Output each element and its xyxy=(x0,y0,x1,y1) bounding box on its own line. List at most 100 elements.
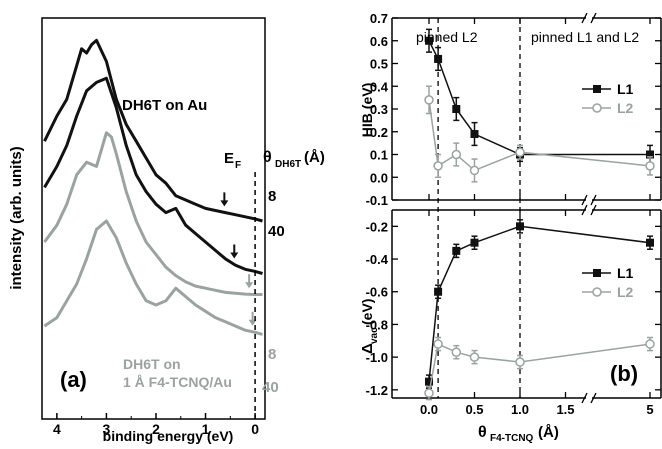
panel-b-bottom-series xyxy=(424,219,655,401)
legend-marker-l1 xyxy=(593,85,601,93)
data-point-l1 xyxy=(470,130,479,139)
axis-break-mark xyxy=(590,12,597,24)
svg-text:(Å): (Å) xyxy=(538,424,559,441)
delta-vac-y-tick-label: -0.4 xyxy=(366,252,389,267)
curve-label-au-8: 8 xyxy=(268,188,276,205)
curve-label-au-40: 40 xyxy=(268,223,285,240)
spectrum-curve xyxy=(43,131,263,296)
spectrum-curve xyxy=(43,38,263,223)
svg-text:(eV): (eV) xyxy=(359,299,375,325)
onset-arrow-head xyxy=(230,252,239,259)
legend-marker-l2 xyxy=(592,287,602,297)
legend-bottom-l1-label: L1 xyxy=(617,265,634,281)
panel-b-x-axis-label: θ F4-TCNQ (Å) xyxy=(478,424,559,444)
hib-y-tick-label: 0.0 xyxy=(370,170,388,185)
curve-label-f4-8: 8 xyxy=(268,346,276,363)
svg-text:θ: θ xyxy=(263,149,272,166)
delta-vac-y-tick-label: -1.0 xyxy=(366,350,388,365)
svg-text:F: F xyxy=(235,160,241,171)
curve-label-f4-40: 40 xyxy=(262,379,279,396)
data-point-l2 xyxy=(433,161,443,171)
panel-b-frames xyxy=(391,17,662,399)
axis-break-marks xyxy=(581,12,597,404)
panel-a-x-ticks: 4 3 2 1 0 xyxy=(53,413,259,437)
axis-break-mark xyxy=(590,194,597,206)
series-line-l1 xyxy=(428,225,651,382)
hib-y-tick-label: -0.1 xyxy=(366,193,388,208)
axis-break-mark xyxy=(590,392,597,404)
delta-vac-y-tick-label: -1.2 xyxy=(366,383,388,398)
data-point-l1 xyxy=(452,105,461,113)
onset-arrow-head xyxy=(220,200,229,207)
delta-vac-y-axis-label: Δ vac (eV) xyxy=(359,299,380,354)
data-point-l2 xyxy=(433,339,443,349)
hib-y-tick-label: 0.6 xyxy=(370,34,388,49)
legend-bottom-l2-label: L2 xyxy=(617,284,634,300)
data-point-l1 xyxy=(434,54,443,63)
hib-y-tick-label: 0.7 xyxy=(370,11,388,26)
panel-b-label: (b) xyxy=(610,361,638,386)
label-dh6t-on-f4-line1: DH6T on xyxy=(123,356,181,372)
onset-arrow-head xyxy=(248,319,257,326)
legend-top: L1 L2 xyxy=(582,81,634,116)
hib-y-tick-label: 0.1 xyxy=(370,148,388,163)
theta-dh6t-label: θ DH6T (Å) xyxy=(263,149,325,170)
legend-top-l1-label: L1 xyxy=(617,81,634,97)
svg-text:θ: θ xyxy=(478,424,487,441)
data-point-l2 xyxy=(645,339,655,349)
axis-break-mark xyxy=(590,204,597,216)
panel-b-x-tick-label: 1.5 xyxy=(556,402,574,417)
onset-arrow-head xyxy=(245,282,254,289)
panel-b-top-series xyxy=(424,28,655,183)
axis-break-mark xyxy=(581,392,588,404)
axis-break-mark xyxy=(581,204,588,216)
panel-b-chart: -0.1 0.0 0.1 0.2 0.3 0.4 0.5 0.6 0.7 -1.2 -1.0 -0.… xyxy=(359,11,662,444)
legend-marker-l1 xyxy=(593,269,601,277)
data-point-l1 xyxy=(646,150,654,159)
hib-y-tick-label: 0.2 xyxy=(370,125,388,140)
data-point-l2 xyxy=(424,95,434,105)
legend-top-l2-label: L2 xyxy=(617,100,634,116)
panel-a-chart: 4 3 2 1 0 intensity (arb. units) binding ene… xyxy=(8,17,325,444)
svg-text:vac: vac xyxy=(369,327,380,344)
data-point-l1 xyxy=(470,238,479,247)
panel-b-x-ticks: 0.0 0.5 1.0 1.5 5 xyxy=(420,18,654,417)
region-label-pinned-l1-l2: pinned L1 and L2 xyxy=(531,29,639,45)
label-dh6t-on-f4-line2: 1 Å F4-TCNQ/Au xyxy=(123,374,232,390)
panel-a-arrows xyxy=(220,192,257,326)
data-point-l2 xyxy=(515,147,525,157)
panel-a-label: (a) xyxy=(60,367,87,392)
panel-a-y-axis-label: intensity (arb. units) xyxy=(8,146,25,289)
panel-a-x-tick-label: 2 xyxy=(152,421,160,437)
legend-bottom: L1 L2 xyxy=(582,265,634,300)
panel-a-x-tick-label: 1 xyxy=(202,421,210,437)
legend-marker-l2 xyxy=(592,103,602,113)
panel-b-x-tick-label: 0.5 xyxy=(465,402,483,417)
axis-break-mark xyxy=(581,12,588,24)
svg-text:Δ: Δ xyxy=(359,343,376,354)
spectrum-curve xyxy=(43,219,263,336)
data-point-l1 xyxy=(425,36,433,45)
panel-b-x-tick-label: 0.0 xyxy=(420,402,438,417)
axis-break-mark xyxy=(581,194,588,206)
panel-b-x-tick-label: 5 xyxy=(646,402,653,417)
panel-a-x-tick-label: 0 xyxy=(251,421,259,437)
panel-a-curves xyxy=(43,38,263,336)
data-point-l1 xyxy=(452,246,461,255)
data-point-l2 xyxy=(451,149,462,160)
hib-y-axis-label: HIB (eV) xyxy=(359,83,375,137)
panel-a-x-tick-label: 4 xyxy=(53,421,61,437)
panel-b-top-y-ticks: -0.1 0.0 0.1 0.2 0.3 0.4 0.5 0.6 0.7 xyxy=(366,11,661,208)
svg-text:F4-TCNQ: F4-TCNQ xyxy=(490,433,534,444)
hib-y-tick-label: 0.3 xyxy=(370,102,388,117)
panel-a-x-axis-label: binding energy (eV) xyxy=(103,428,234,444)
panel-b-region-dividers xyxy=(437,18,521,398)
svg-text:(Å): (Å) xyxy=(304,149,325,166)
spectrum-curve xyxy=(43,76,263,275)
region-label-pinned-l2: pinned L2 xyxy=(416,29,478,45)
panel-a-x-tick-label: 3 xyxy=(103,421,111,437)
data-point-l1 xyxy=(434,287,443,296)
panel-a-frame xyxy=(41,17,266,420)
data-point-l2 xyxy=(424,388,434,398)
